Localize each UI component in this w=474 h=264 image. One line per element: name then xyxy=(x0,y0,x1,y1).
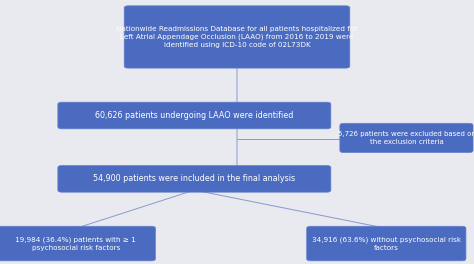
FancyBboxPatch shape xyxy=(124,6,350,68)
FancyBboxPatch shape xyxy=(58,102,331,129)
Text: Nationwide Readmissions Database for all patients hospitalized for
Left Atrial A: Nationwide Readmissions Database for all… xyxy=(117,26,357,48)
FancyBboxPatch shape xyxy=(0,226,155,261)
FancyBboxPatch shape xyxy=(340,123,473,153)
FancyBboxPatch shape xyxy=(307,226,466,261)
Text: 5,726 patients were excluded based on
the exclusion criteria: 5,726 patients were excluded based on th… xyxy=(337,131,474,145)
Text: 60,626 patients undergoing LAAO were identified: 60,626 patients undergoing LAAO were ide… xyxy=(95,111,293,120)
Text: 34,916 (63.6%) without psychosocial risk
factors: 34,916 (63.6%) without psychosocial risk… xyxy=(312,236,461,251)
Text: 19,984 (36.4%) patients with ≥ 1
psychosocial risk factors: 19,984 (36.4%) patients with ≥ 1 psychos… xyxy=(16,236,136,251)
FancyBboxPatch shape xyxy=(58,166,331,192)
Text: 54,900 patients were included in the final analysis: 54,900 patients were included in the fin… xyxy=(93,174,295,183)
